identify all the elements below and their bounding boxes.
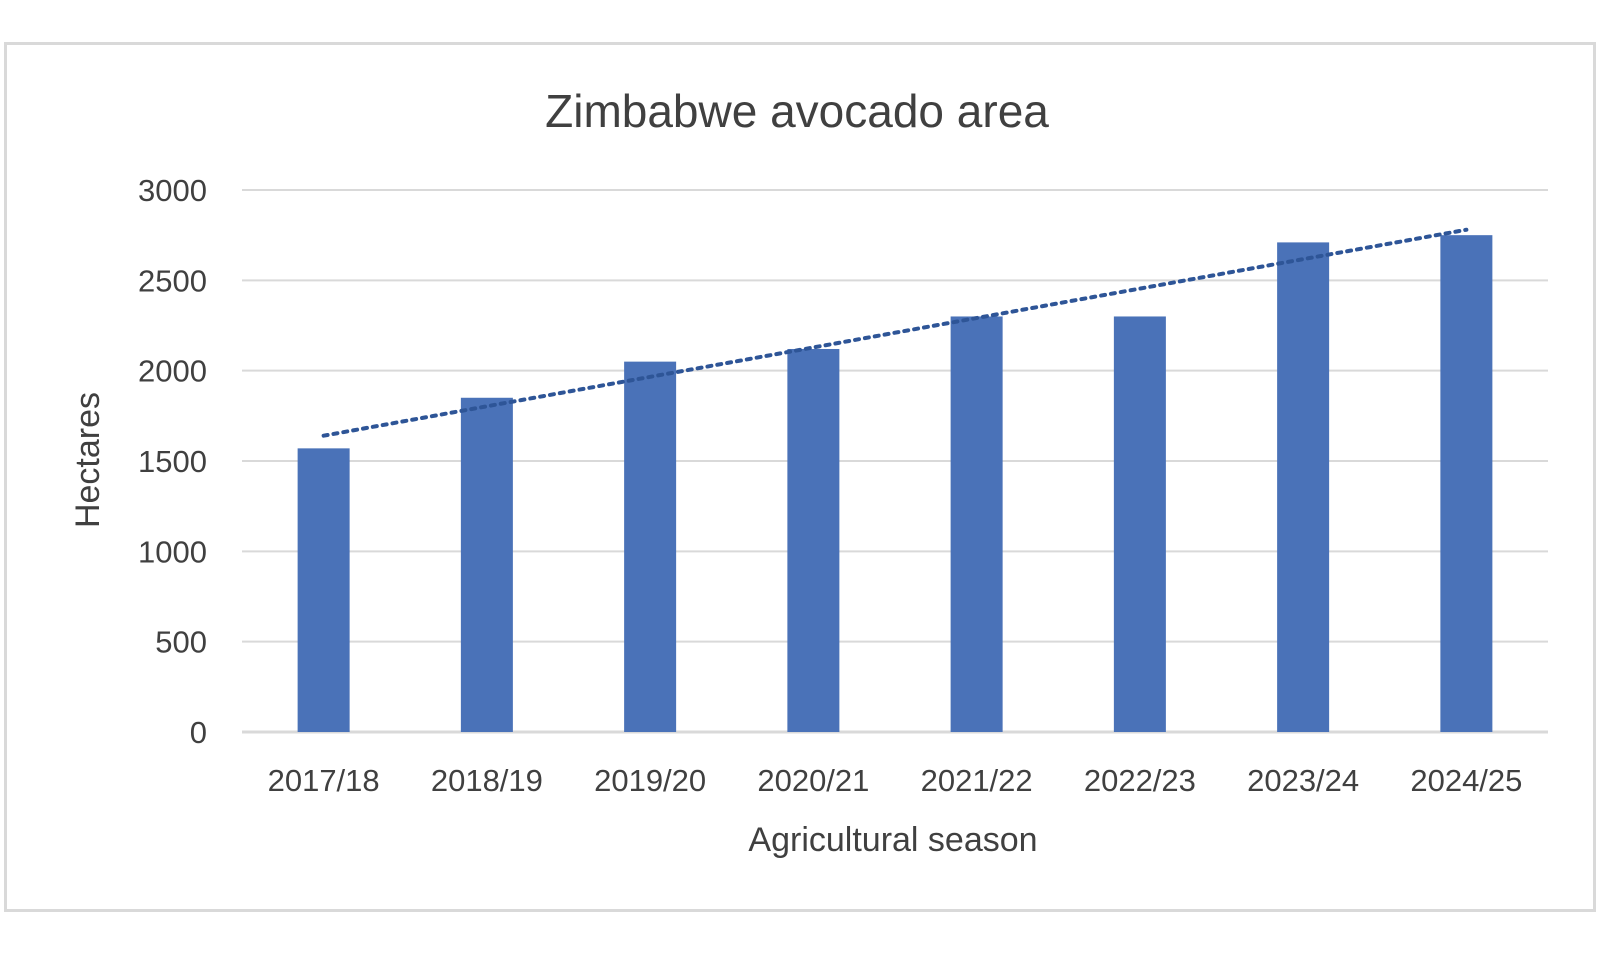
y-tick-label: 1500 [138,444,207,479]
x-tick-label: 2018/19 [431,763,543,798]
bars [297,235,1493,733]
bar [1277,242,1330,733]
y-tick-label: 500 [155,625,207,660]
bar [297,448,350,732]
x-tick-label: 2020/21 [757,763,869,798]
y-tick-label: 2500 [138,263,207,298]
bar [1113,316,1166,732]
x-tick-label: 2024/25 [1410,763,1522,798]
bar [1440,235,1493,732]
chart-title: Zimbabwe avocado area [545,85,1049,137]
bar [787,348,840,732]
x-tick-label: 2023/24 [1247,763,1359,798]
y-tick-label: 0 [190,715,207,750]
x-axis-title: Agricultural season [748,821,1037,859]
x-tick-label: 2022/23 [1084,763,1196,798]
y-axis-ticks: 0 500 1000 1500 2000 2500 3000 [138,173,207,750]
bar [624,361,677,732]
y-tick-label: 2000 [138,354,207,389]
trendline [321,227,1469,438]
y-tick-label: 3000 [138,173,207,208]
x-tick-label: 2019/20 [594,763,706,798]
y-tick-label: 1000 [138,534,207,569]
x-tick-label: 2021/22 [921,763,1033,798]
y-axis-title: Hectares [69,392,107,528]
trendline-group [321,227,1469,438]
x-axis-ticks: 2017/18 2018/19 2019/20 2020/21 2021/22 2022/… [268,763,1523,798]
bar [460,397,513,732]
x-tick-label: 2017/18 [268,763,380,798]
gridlines [242,189,1548,734]
bar [950,316,1003,732]
